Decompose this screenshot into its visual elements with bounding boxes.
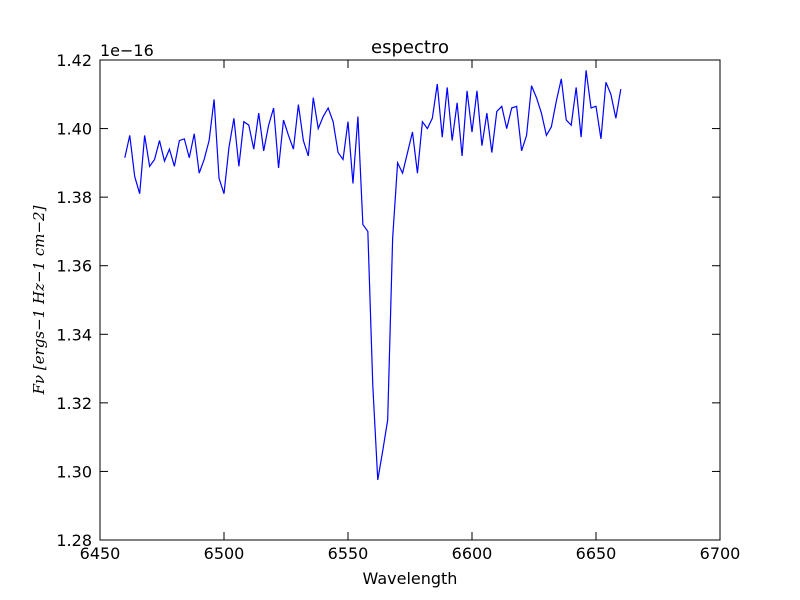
plot-frame [99,59,721,541]
y-offset-label: 1e−16 [100,41,154,60]
x-axis-label: Wavelength [363,569,458,588]
x-tick-label: 6500 [204,544,245,563]
x-tick-label: 6550 [328,544,369,563]
x-tick-label: 6700 [700,544,741,563]
y-tick-label: 1.40 [56,120,92,139]
x-tick-label: 6600 [452,544,493,563]
y-tick-label: 1.34 [56,325,92,344]
chart-title: espectro [371,37,449,58]
y-tick-label: 1.28 [56,531,92,550]
y-tick-label: 1.32 [56,394,92,413]
y-tick-label: 1.42 [56,51,92,70]
y-tick-label: 1.38 [56,188,92,207]
y-axis-label: Fν [ergs−1 Hz−1 cm−2] [30,205,48,395]
x-tick-label: 6450 [80,544,121,563]
data-line [124,70,622,481]
y-tick-label: 1.30 [56,462,92,481]
x-tick-label: 6650 [576,544,617,563]
y-tick-label: 1.36 [56,257,92,276]
